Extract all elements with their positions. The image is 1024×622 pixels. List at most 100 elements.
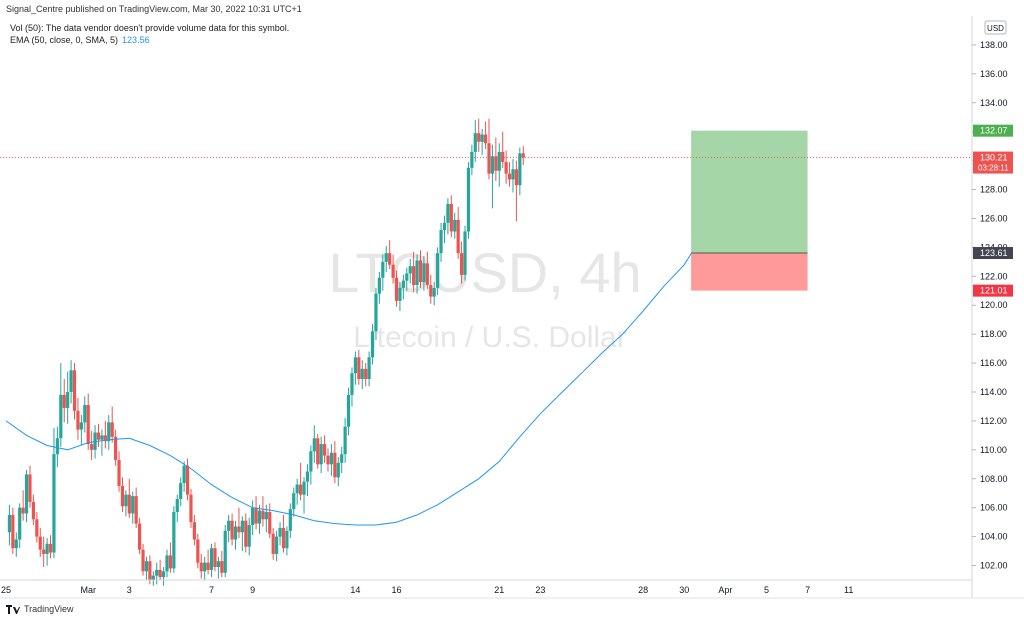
candle-body [333,452,337,478]
candle-body [83,405,87,423]
candle [251,500,255,536]
candle-body [336,462,340,478]
tradingview-footer[interactable]: TradingView [6,604,74,614]
candle [415,254,419,294]
stop-loss-label: 121.01 [980,286,1008,296]
candle-body [487,143,491,174]
candle [103,420,107,449]
candle [216,556,220,579]
candle-body [134,496,138,524]
tradingview-brand: TradingView [24,604,74,614]
candle-body [459,253,464,275]
candle-body [381,261,385,278]
candle-body [52,454,56,553]
time-tick-label: 7 [209,585,214,595]
candle-body [196,539,200,563]
candle-body [240,520,244,533]
candle [405,267,409,291]
price-tick-label: 102.00 [980,561,1008,571]
time-tick-label: 9 [250,585,255,595]
candle-body [161,571,166,578]
candle-body [233,526,238,540]
candle-body [429,284,433,297]
candle [477,118,481,152]
price-axis-bg [972,0,1024,598]
price-tick-label: 106.00 [980,503,1008,513]
candle [110,406,114,443]
candle-body [7,514,12,533]
candle-body [501,151,505,163]
candle-body [251,507,255,526]
candle [439,222,443,262]
candle-body [494,156,498,171]
candle [189,488,193,528]
candle [292,487,296,517]
candle [11,507,15,554]
candle [470,144,474,176]
candle-body [388,253,392,265]
candle [394,270,399,307]
candle-body [213,548,217,567]
candle-body [384,253,388,262]
candle-body [244,520,248,547]
candle-body [35,519,39,537]
candle [151,571,155,586]
candle-body [264,512,268,520]
price-tick-label: 118.00 [980,329,1007,339]
candle [333,441,337,484]
candle [364,363,368,387]
candle-body [155,569,159,576]
candle-body [168,555,173,569]
candle-body [59,394,63,439]
ema-legend-label: EMA (50, close, 0, SMA, 5) [10,35,119,45]
watermark-name: Litecoin / U.S. Dollar [353,321,626,354]
candle-body [364,368,368,379]
candle [83,396,87,433]
candle-body [271,533,275,554]
candle-body [422,263,426,283]
candle [514,160,519,222]
currency-badge [984,20,1007,35]
candle [285,526,289,556]
candle [233,520,238,550]
candle-body [490,156,495,174]
candle [408,258,412,284]
ema-legend[interactable]: EMA (50, close, 0, SMA, 5) 123.56 [10,34,289,46]
candle-body [158,569,162,578]
candle-body [14,539,18,549]
candle-body [117,459,121,486]
candle [100,429,104,456]
candle [490,144,495,209]
candle [298,462,303,501]
profit-zone [691,130,808,254]
candle-body [124,494,128,507]
candle-body [141,549,145,572]
candle-body [456,219,460,254]
candle [268,503,272,539]
candle-body [66,392,70,408]
candle [141,543,145,576]
candle [120,477,125,513]
candle [353,351,358,385]
candle [254,496,258,530]
candle [35,512,39,543]
candle-body [175,499,179,513]
candle-body [127,494,131,514]
axes: 102.00 104.00 106.00 108.00 110.00 112.00 114.… [0,0,1024,599]
candle [179,477,183,507]
last-price-label-bg [973,151,1013,174]
candle [398,282,402,312]
candle-body [391,264,395,278]
candle-body [144,561,149,572]
candle-body [405,273,409,281]
candle [350,367,354,407]
candle-body [230,520,234,540]
candle-body [415,260,419,285]
candle-body [418,260,423,283]
ema-line [5,253,692,526]
candle-body [285,530,289,549]
currency-label: USD [987,24,1004,33]
last-price-label: 130.21 [980,153,1008,163]
candle [90,431,94,460]
